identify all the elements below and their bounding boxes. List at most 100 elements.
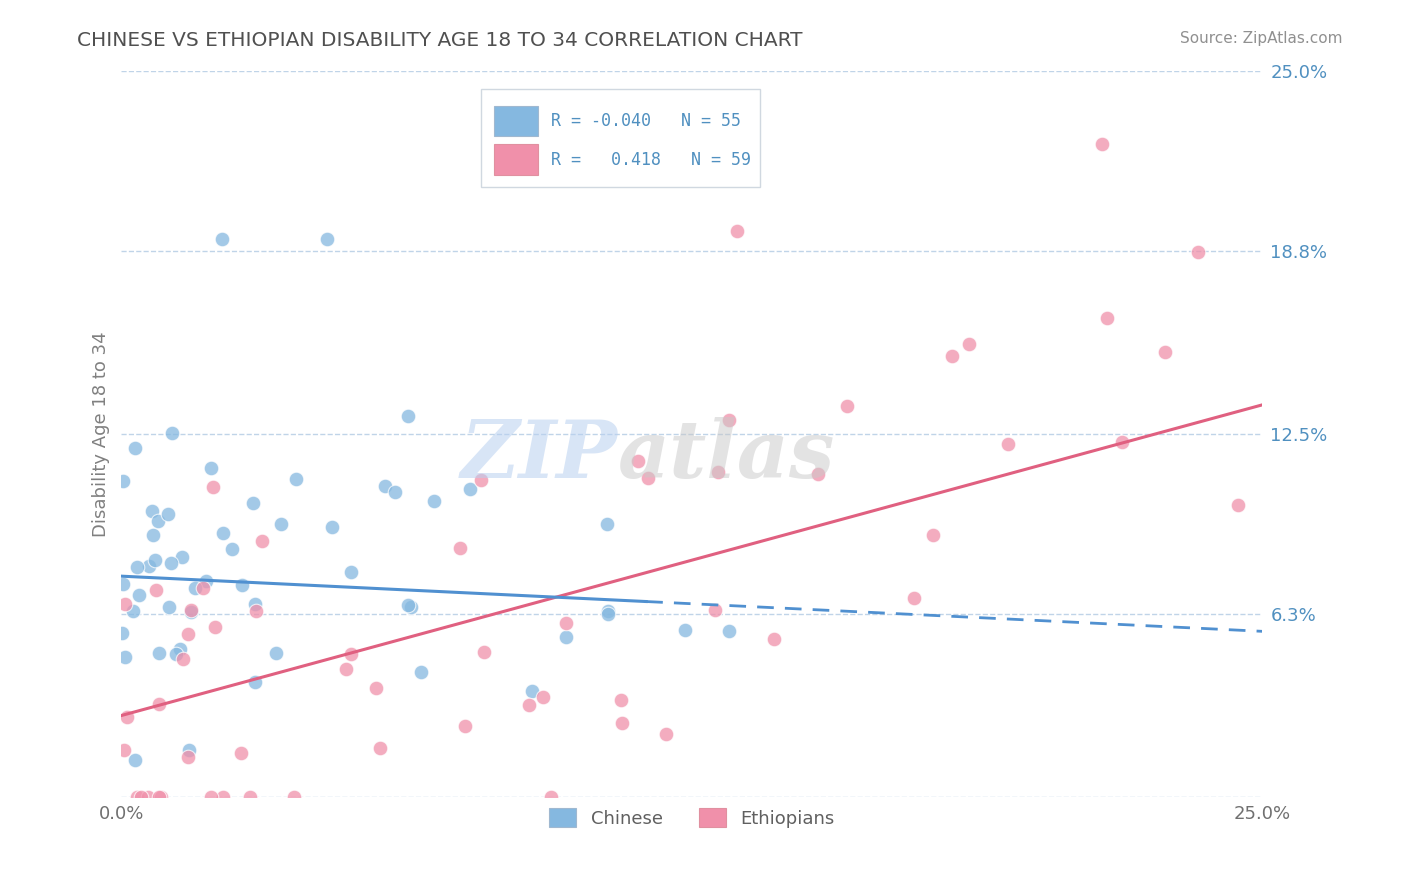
Point [180,605,202,619]
Point [121,604,143,618]
Point [610,693,633,707]
Point [243,597,266,611]
Point [627,454,650,468]
Point [411,665,433,679]
Point [170,549,193,564]
Point [176,627,198,641]
Point [239,789,262,804]
Point [675,624,697,638]
Point [941,349,963,363]
Text: Source: ZipAtlas.com: Source: ZipAtlas.com [1180,31,1343,46]
Point [129,789,152,804]
Point [903,591,925,606]
Point [148,698,170,712]
Point [242,496,264,510]
Point [335,662,357,676]
Point [922,528,945,542]
Text: R =   0.418   N = 59: R = 0.418 N = 59 [551,151,751,169]
Point [725,224,748,238]
Text: R = -0.040   N = 55: R = -0.040 N = 55 [551,112,741,130]
Point [195,574,218,589]
Point [374,479,396,493]
Point [368,741,391,756]
Point [596,604,619,618]
FancyBboxPatch shape [481,89,761,187]
FancyBboxPatch shape [495,106,538,136]
Point [835,399,858,413]
Point [384,485,406,500]
Point [148,646,170,660]
Point [472,645,495,659]
Text: CHINESE VS ETHIOPIAN DISABILITY AGE 18 TO 34 CORRELATION CHART: CHINESE VS ETHIOPIAN DISABILITY AGE 18 T… [77,31,803,50]
Point [200,461,222,475]
Point [285,472,308,486]
Point [1091,136,1114,151]
Point [112,474,135,488]
Point [531,690,554,704]
Point [136,789,159,804]
Text: ZIP: ZIP [461,417,617,494]
Point [540,789,562,804]
Point [142,528,165,542]
Point [177,749,200,764]
Point [212,789,235,804]
Point [111,626,134,640]
Point [366,681,388,696]
Point [1097,310,1119,325]
Point [517,698,540,713]
Point [143,553,166,567]
Point [315,232,337,246]
Point [141,504,163,518]
Point [124,442,146,456]
Point [124,753,146,767]
Point [221,542,243,557]
Point [111,577,134,591]
Point [957,336,980,351]
Point [470,473,492,487]
Point [149,789,172,804]
Point [264,646,287,660]
Point [997,437,1019,451]
Point [165,647,187,661]
Point [117,709,139,723]
Point [610,715,633,730]
Point [160,556,183,570]
FancyBboxPatch shape [495,145,538,175]
Point [554,630,576,644]
Point [231,578,253,592]
Point [145,582,167,597]
Point [453,719,475,733]
Point [138,559,160,574]
Point [183,581,205,595]
Point [398,409,420,423]
Point [1187,245,1209,260]
Point [807,467,830,481]
Point [396,598,419,612]
Point [1111,435,1133,450]
Point [321,520,343,534]
Point [212,525,235,540]
Point [128,588,150,602]
Point [706,466,728,480]
Point [245,604,267,618]
Point [270,516,292,531]
Point [114,650,136,665]
Point [1227,498,1250,512]
Point [1153,345,1175,359]
Point [229,746,252,760]
Point [522,684,544,698]
Point [204,619,226,633]
Point [655,727,678,741]
Point [283,789,305,804]
Point [177,743,200,757]
Point [201,480,224,494]
Point [127,559,149,574]
Point [450,541,472,556]
Point [169,642,191,657]
Point [112,743,135,757]
Point [211,232,233,246]
Point [340,648,363,662]
Point [191,581,214,595]
Point [180,603,202,617]
Point [114,597,136,611]
